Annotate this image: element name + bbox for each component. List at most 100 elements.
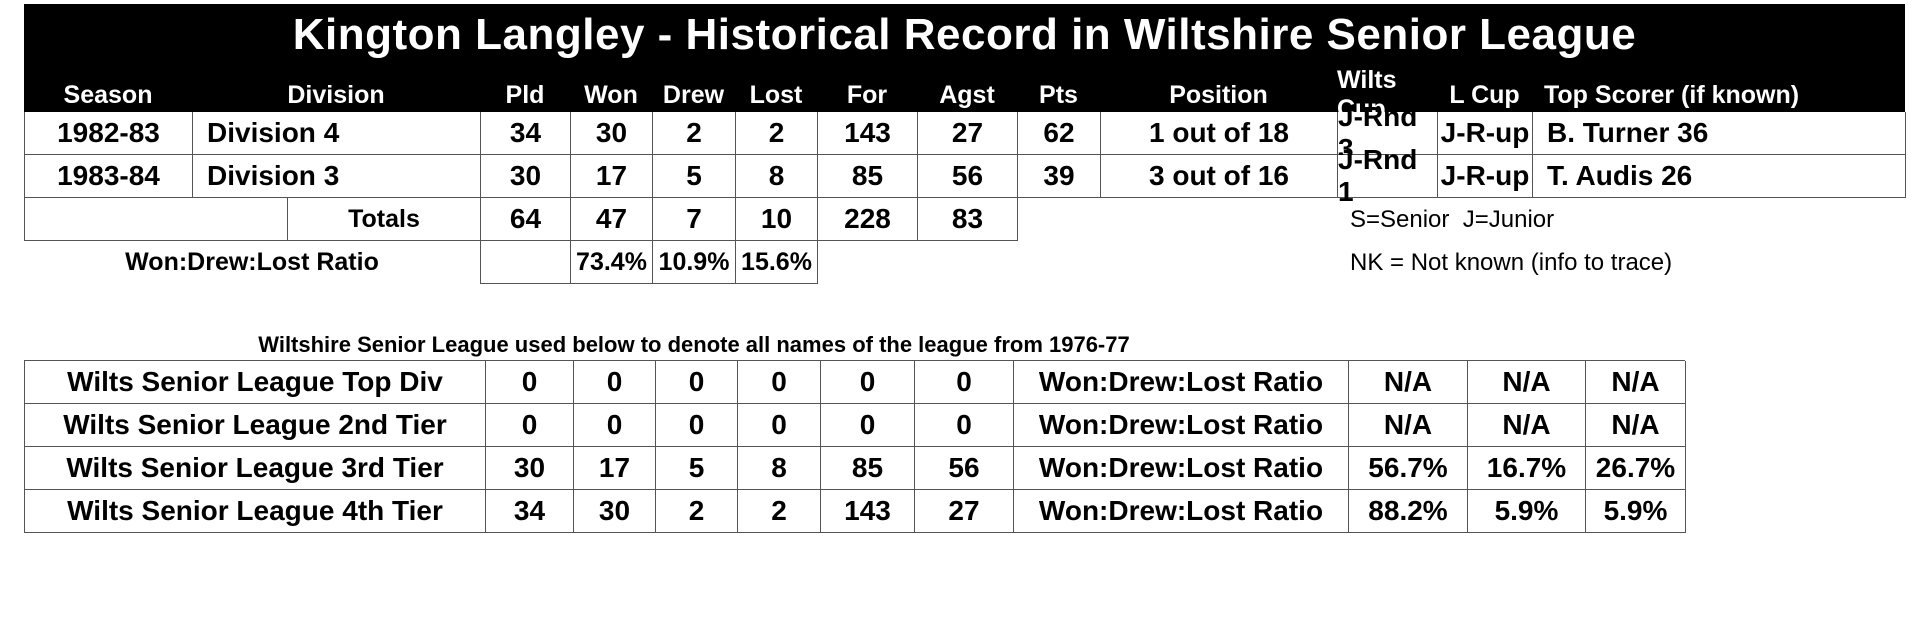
cell-drew: 0 — [656, 361, 738, 404]
cell-lost-pct: 26.7% — [1586, 447, 1686, 490]
cell-total-for: 228 — [818, 198, 918, 241]
col-header-division: Division — [287, 80, 385, 109]
cell-tier-label: Wilts Senior League 2nd Tier — [25, 404, 486, 447]
cell-for: 0 — [821, 404, 915, 447]
cell-pts: 62 — [1018, 112, 1101, 155]
cell-won: 0 — [574, 404, 656, 447]
totals-label: Totals — [288, 198, 481, 241]
cell-pld: 34 — [481, 112, 571, 155]
cell-agst: 56 — [918, 155, 1018, 198]
cell-division: Division 3 — [193, 155, 481, 198]
col-header-agst: Agst — [939, 80, 995, 109]
cell-position: 3 out of 16 — [1101, 155, 1338, 198]
cell-tier-label: Wilts Senior League Top Div — [25, 361, 486, 404]
cell-division: Division 4 — [193, 112, 481, 155]
league-tiers-table: Wilts Senior League Top Div 0 0 0 0 0 0 … — [24, 360, 1686, 533]
cell-won: 17 — [574, 447, 656, 490]
col-header-pld: Pld — [505, 80, 545, 109]
legend-senior-junior: S=Senior J=Junior — [1350, 205, 1555, 233]
cell-drew-pct: N/A — [1468, 361, 1586, 404]
col-header-pts: Pts — [1039, 80, 1078, 109]
cell-pts: 39 — [1018, 155, 1101, 198]
column-header-row: Season Division Pld Won Drew Lost For Ag… — [24, 66, 1905, 123]
cell-season: 1983-84 — [25, 155, 193, 198]
cell-for: 85 — [821, 447, 915, 490]
cell-agst: 56 — [915, 447, 1014, 490]
cell-for: 0 — [821, 361, 915, 404]
cell-pld: 30 — [481, 155, 571, 198]
cell-ratio-label: Won:Drew:Lost Ratio — [1014, 490, 1349, 533]
page-title: Kington Langley - Historical Record in W… — [292, 10, 1637, 59]
cell-l-cup: J-R-up — [1438, 112, 1533, 155]
col-header-drew: Drew — [662, 80, 725, 109]
cell-pld: 30 — [486, 447, 574, 490]
cell-position: 1 out of 18 — [1101, 112, 1338, 155]
cell-season: 1982-83 — [25, 112, 193, 155]
cell-lost: 0 — [738, 361, 821, 404]
cell-ratio-label: Won:Drew:Lost Ratio — [1014, 404, 1349, 447]
cell-ratio-blank — [481, 241, 571, 284]
col-header-lost: Lost — [749, 80, 803, 109]
cell-pld: 34 — [486, 490, 574, 533]
ratio-row-cells: 73.4% 10.9% 15.6% — [480, 241, 818, 284]
cell-wilts-cup: J-Rnd 3 — [1338, 101, 1438, 164]
cell-drew-pct: N/A — [1468, 404, 1586, 447]
cell-won-pct: 56.7% — [1349, 447, 1468, 490]
cell-won: 30 — [571, 112, 653, 155]
col-header-position: Position — [1169, 80, 1268, 109]
cell-blank — [25, 198, 288, 241]
cell-won-pct: N/A — [1349, 404, 1468, 447]
cell-ratio-drew: 10.9% — [653, 241, 736, 284]
league-section-title: Wiltshire Senior League used below to de… — [258, 332, 1130, 357]
legend-not-known: NK = Not known (info to trace) — [1350, 248, 1673, 276]
cell-for: 85 — [818, 155, 918, 198]
cell-wilts-cup: J-Rnd 1 — [1338, 144, 1438, 207]
col-header-season: Season — [63, 80, 153, 109]
cell-total-pld: 64 — [481, 198, 571, 241]
cell-lost: 0 — [738, 404, 821, 447]
cell-ratio-label: Won:Drew:Lost Ratio — [1014, 361, 1349, 404]
cell-ratio-lost: 15.6% — [736, 241, 818, 284]
cell-lost: 2 — [738, 490, 821, 533]
col-header-top-scorer: Top Scorer (if known) — [1544, 80, 1800, 109]
cell-ratio-won: 73.4% — [571, 241, 653, 284]
col-header-l-cup: L Cup — [1449, 80, 1520, 109]
table-header-band: Kington Langley - Historical Record in W… — [24, 4, 1905, 123]
cell-drew: 2 — [656, 490, 738, 533]
cell-won: 17 — [571, 155, 653, 198]
ratio-row-label: Won:Drew:Lost Ratio — [125, 248, 379, 276]
cell-lost-pct: N/A — [1586, 404, 1686, 447]
cell-agst: 27 — [915, 490, 1014, 533]
cell-tier-label: Wilts Senior League 4th Tier — [25, 490, 486, 533]
cell-top-scorer: T. Audis 26 — [1533, 155, 1906, 198]
cell-top-scorer: B. Turner 36 — [1533, 112, 1906, 155]
col-header-won: Won — [584, 80, 638, 109]
cell-drew: 5 — [653, 155, 736, 198]
cell-won: 0 — [574, 361, 656, 404]
totals-row: Totals 64 47 7 10 228 83 — [24, 198, 1018, 241]
cell-won-pct: 88.2% — [1349, 490, 1468, 533]
history-table-body: 1982-83 Division 4 34 30 2 2 143 27 62 1… — [24, 101, 1906, 207]
cell-drew: 0 — [656, 404, 738, 447]
cell-agst: 0 — [915, 404, 1014, 447]
cell-for: 143 — [821, 490, 915, 533]
col-header-for: For — [846, 80, 888, 109]
cell-ratio-label: Won:Drew:Lost Ratio — [1014, 447, 1349, 490]
cell-agst: 0 — [915, 361, 1014, 404]
cell-drew-pct: 16.7% — [1468, 447, 1586, 490]
cell-won-pct: N/A — [1349, 361, 1468, 404]
cell-pld: 0 — [486, 361, 574, 404]
cell-lost: 8 — [738, 447, 821, 490]
cell-drew: 5 — [656, 447, 738, 490]
cell-for: 143 — [818, 112, 918, 155]
cell-pld: 0 — [486, 404, 574, 447]
cell-total-lost: 10 — [736, 198, 818, 241]
cell-total-drew: 7 — [653, 198, 736, 241]
cell-won: 30 — [574, 490, 656, 533]
cell-lost-pct: 5.9% — [1586, 490, 1686, 533]
cell-total-agst: 83 — [918, 198, 1018, 241]
cell-total-won: 47 — [571, 198, 653, 241]
cell-drew: 2 — [653, 112, 736, 155]
cell-agst: 27 — [918, 112, 1018, 155]
